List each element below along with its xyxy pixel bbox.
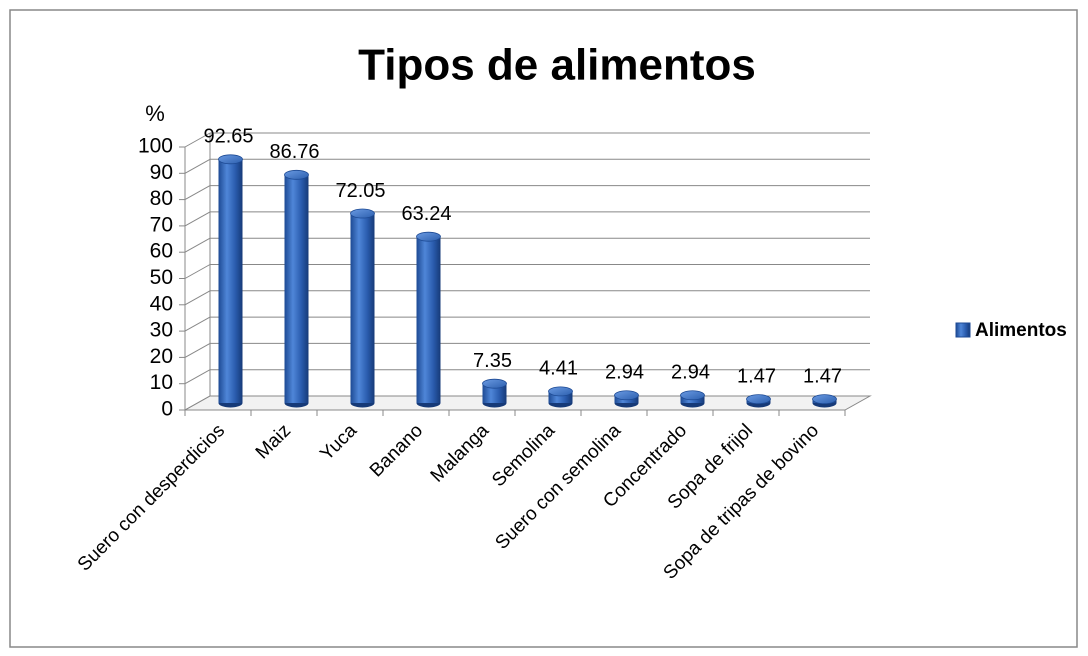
bar bbox=[548, 391, 573, 403]
bar-cap bbox=[416, 231, 441, 242]
grid-line bbox=[184, 395, 211, 411]
data-label: 2.94 bbox=[605, 362, 644, 384]
bar bbox=[416, 236, 441, 403]
bar-cap bbox=[746, 394, 771, 405]
grid-line bbox=[184, 342, 211, 358]
bar-cap bbox=[218, 154, 243, 165]
chart-border bbox=[9, 9, 1078, 648]
bar-cap bbox=[614, 390, 639, 401]
y-tick-label: 10 bbox=[150, 371, 173, 394]
y-axis-label: % bbox=[145, 101, 165, 126]
bar-cap bbox=[548, 386, 573, 397]
y-tick-label: 90 bbox=[150, 161, 173, 184]
data-label: 92.65 bbox=[203, 126, 253, 148]
data-label: 2.94 bbox=[671, 362, 710, 384]
data-label: 4.41 bbox=[539, 358, 578, 380]
grid-line bbox=[184, 369, 211, 385]
y-tick-label: 80 bbox=[150, 187, 173, 210]
y-tick-label: 0 bbox=[161, 398, 173, 421]
y-tick-label: 50 bbox=[150, 266, 173, 289]
y-tick-label: 30 bbox=[150, 319, 173, 342]
chart-title: Tipos de alimentos bbox=[358, 41, 756, 90]
grid-line bbox=[184, 132, 211, 148]
bar bbox=[350, 213, 375, 403]
data-label: 63.24 bbox=[401, 203, 451, 225]
y-tick-label: 60 bbox=[150, 240, 173, 263]
grid-line bbox=[184, 211, 211, 227]
grid-line bbox=[184, 185, 211, 201]
grid-line bbox=[184, 264, 211, 279]
data-label: 7.35 bbox=[473, 350, 512, 372]
bar-cap bbox=[680, 390, 705, 401]
data-label: 72.05 bbox=[335, 180, 385, 202]
bar bbox=[218, 159, 243, 403]
bar bbox=[284, 174, 309, 403]
grid-line bbox=[184, 237, 211, 253]
y-tick-label: 100 bbox=[138, 135, 173, 158]
bar-cap bbox=[284, 169, 309, 180]
grid-line bbox=[184, 158, 211, 174]
grid-line bbox=[184, 316, 211, 332]
y-tick-label: 40 bbox=[150, 292, 173, 315]
legend-label: Alimentos bbox=[975, 320, 1067, 341]
bar-cap bbox=[812, 394, 837, 405]
grid-line bbox=[184, 290, 211, 306]
bar bbox=[482, 383, 507, 403]
data-label: 86.76 bbox=[269, 141, 319, 163]
bar-cap bbox=[350, 208, 375, 219]
bar-cap bbox=[482, 378, 507, 389]
data-label: 1.47 bbox=[737, 365, 776, 387]
data-label: 1.47 bbox=[803, 365, 842, 387]
y-tick-label: 70 bbox=[150, 213, 173, 236]
y-tick-label: 20 bbox=[150, 345, 173, 368]
legend-swatch bbox=[955, 322, 971, 338]
